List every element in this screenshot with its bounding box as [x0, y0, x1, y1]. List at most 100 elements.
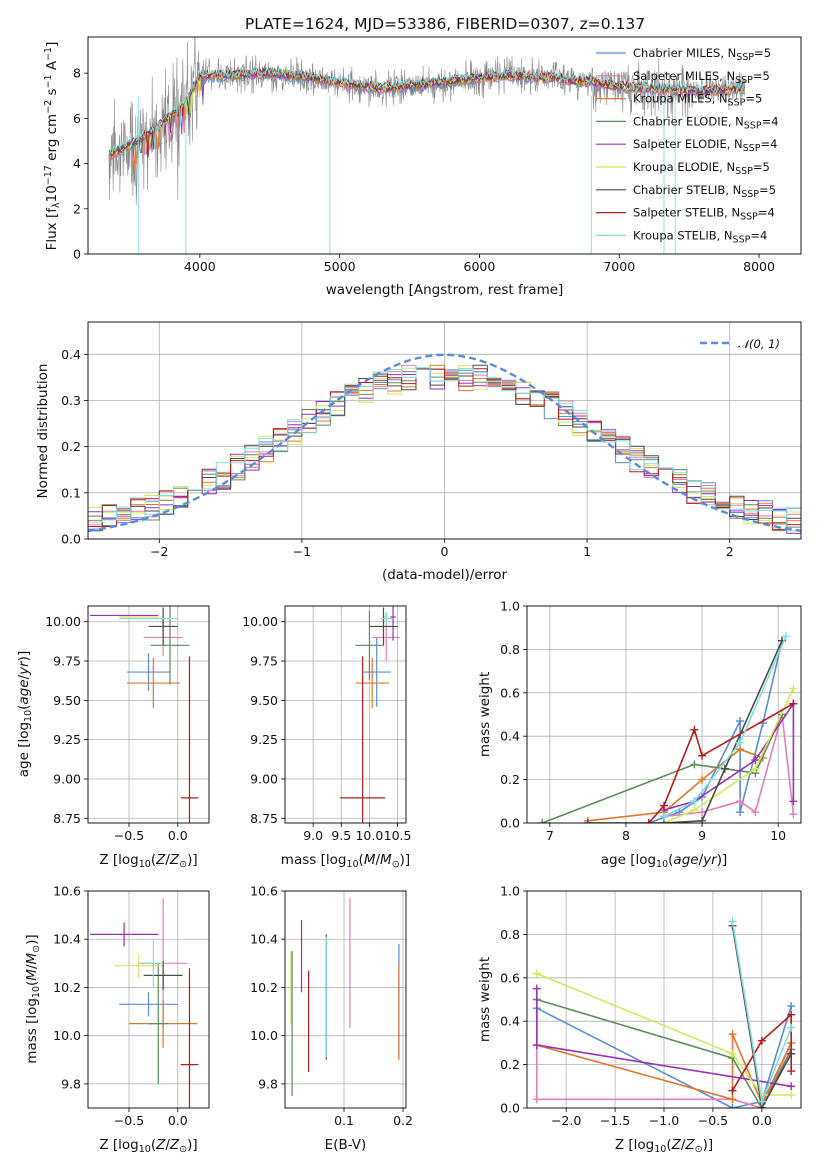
y-tick-label: 0.4 — [500, 1014, 520, 1029]
y-tick-label: 9.00 — [250, 771, 278, 786]
x-axis-label: Z [log10(Z/Z⊙)] — [615, 1137, 713, 1155]
x-tick-label: 0.0 — [168, 1113, 188, 1128]
weight-marker — [751, 764, 760, 773]
y-tick-label: 9.00 — [53, 771, 81, 786]
label-part: Z — [169, 852, 180, 868]
label-part: Chabrier MILES, N — [633, 46, 736, 60]
x-tick-label: 0.2 — [393, 1113, 413, 1128]
weight-line — [536, 1005, 792, 1108]
y-axis-label: Flux [fλ10−17 erg cm−2 s−1 A−1] — [43, 42, 62, 251]
weight-marker — [728, 917, 737, 926]
weight-marker — [736, 738, 745, 747]
figure-title: PLATE=1624, MJD=53386, FIBERID=0307, z=0… — [245, 15, 645, 33]
x-tick-label: 10 — [770, 828, 786, 843]
axes-frame — [526, 605, 802, 824]
weight-line — [731, 925, 792, 1108]
weight-marker — [736, 717, 745, 726]
label-part: )] — [400, 852, 411, 868]
y-tick-label: 9.75 — [53, 654, 81, 669]
subscript: 10 — [654, 1144, 666, 1155]
subscript: ⊙ — [392, 859, 400, 870]
weight-marker — [757, 1036, 766, 1045]
histogram-step — [88, 367, 801, 532]
y-tick-label: 8 — [73, 66, 81, 81]
label-part: 10 — [44, 185, 60, 202]
subscript: −17 — [43, 165, 54, 185]
label-part: )] — [187, 1137, 198, 1153]
weight-line — [648, 702, 794, 823]
legend-entry: Salpeter MILES, NSSP=5 — [633, 69, 770, 86]
y-tick-label: 1.0 — [500, 599, 520, 614]
label-part: Salpeter MILES, N — [633, 69, 735, 83]
label-part: = — [759, 183, 769, 197]
y-tick-label: 10.6 — [250, 884, 278, 899]
y-tick-label: 0.4 — [500, 729, 520, 744]
weight-marker — [751, 808, 760, 817]
label-part: ( — [16, 705, 32, 710]
weight-marker — [757, 1097, 766, 1106]
axes-frame — [87, 321, 802, 540]
x-axis-label: wavelength [Angstrom, rest frame] — [326, 282, 564, 298]
axes-frame — [87, 36, 802, 255]
label-part: mass [log — [24, 998, 40, 1064]
subscript: 10 — [139, 859, 151, 870]
normal-curve — [88, 353, 801, 533]
y-tick-label: 9.50 — [250, 693, 278, 708]
x-axis-label: E(B-V) — [325, 1137, 367, 1153]
label-part: Kroupa STELIB, N — [633, 228, 733, 242]
x-axis-label: age [log10(age/yr)] — [601, 852, 727, 870]
y-tick-label: 0.8 — [500, 927, 520, 942]
subscript: SSP — [741, 189, 759, 200]
subscript: ⊙ — [695, 1144, 703, 1155]
x-tick-label: 1 — [583, 544, 591, 559]
legend-entry: Salpeter STELIB, NSSP=4 — [633, 206, 775, 223]
label-part: / — [375, 852, 380, 868]
panel-age-vs-mass: 9.0 9.5 10.0 10.5 8.75 9.00 9.25 9.50 9.75 10.00 m… — [242, 605, 411, 870]
label-part: Z [log — [99, 852, 138, 868]
label-part: 4 — [771, 114, 778, 128]
y-tick-label: 0.2 — [500, 1057, 520, 1072]
x-tick-label: 9.5 — [331, 828, 351, 843]
y-axis-label: mass weight — [477, 957, 493, 1042]
y-tick-label: 8.75 — [53, 811, 81, 826]
label-part: Z — [684, 1137, 695, 1153]
weight-marker — [660, 801, 668, 810]
label-part: Kroupa ELODIE, N — [633, 160, 735, 174]
label-part: ( — [359, 852, 364, 868]
legend-entry: Chabrier STELIB, NSSP=5 — [633, 183, 776, 200]
label-part: yr — [702, 852, 718, 868]
weight-marker — [698, 816, 707, 823]
subscript: 10 — [139, 1144, 151, 1155]
weight-marker — [736, 808, 745, 817]
label-part: = — [758, 206, 768, 220]
x-tick-label: 0.0 — [752, 1113, 772, 1128]
label-part: = — [745, 92, 755, 106]
y-tick-label: 0.3 — [61, 393, 81, 408]
y-tick-label: 9.25 — [53, 732, 81, 747]
label-part: )] — [187, 852, 198, 868]
label-part: age — [673, 852, 698, 868]
label-part: erg cm — [44, 114, 60, 165]
weight-line — [663, 636, 787, 818]
y-tick-label: 0.0 — [500, 1101, 520, 1116]
weight-marker — [781, 632, 790, 641]
label-part: 5 — [769, 183, 776, 197]
weight-marker — [698, 751, 707, 760]
x-tick-label: 7000 — [603, 259, 635, 274]
label-part: M — [364, 852, 376, 868]
y-tick-label: 10.2 — [250, 980, 278, 995]
axes-frame — [284, 890, 407, 1109]
weight-marker — [787, 1010, 796, 1019]
label-part: Z — [169, 1137, 180, 1153]
label-part: )] — [24, 934, 40, 945]
label-part: ( — [666, 1137, 671, 1153]
weight-marker — [728, 1086, 737, 1095]
x-tick-label: 0.0 — [168, 828, 188, 843]
label-part: / — [16, 674, 32, 679]
x-tick-label: 9.0 — [303, 828, 323, 843]
label-part: )] — [703, 1137, 714, 1153]
label-part: Z — [155, 1137, 166, 1153]
weight-marker — [532, 984, 541, 993]
